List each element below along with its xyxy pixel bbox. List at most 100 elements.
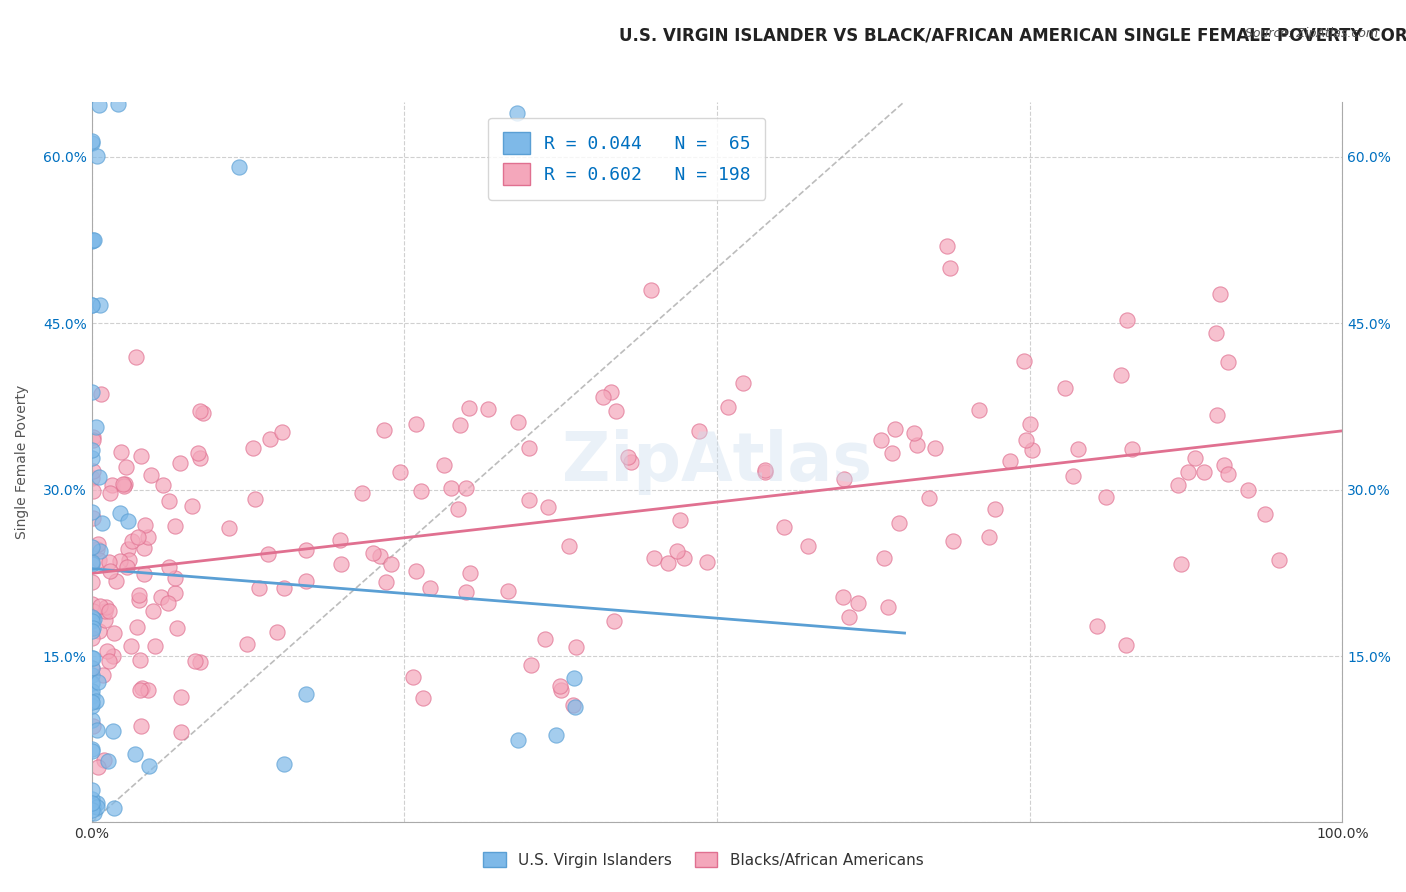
- Point: [1216, 467, 1239, 481]
- Point: [1206, 408, 1229, 422]
- Text: Source: ZipAtlas.com: Source: ZipAtlas.com: [1244, 27, 1378, 40]
- Point: [599, 385, 621, 400]
- Point: [152, 478, 174, 492]
- Point: [1015, 434, 1038, 448]
- Point: [1170, 557, 1192, 571]
- Point: [716, 400, 738, 414]
- Point: [80, 610, 103, 624]
- Point: [80, 661, 103, 675]
- Point: [1267, 553, 1289, 567]
- Point: [1177, 465, 1199, 479]
- Point: [80, 443, 103, 458]
- Point: [108, 554, 131, 568]
- Point: [96, 643, 118, 657]
- Point: [96, 755, 118, 769]
- Point: [544, 728, 567, 742]
- Point: [373, 423, 395, 437]
- Point: [838, 609, 860, 624]
- Point: [84, 420, 107, 434]
- Point: [998, 454, 1021, 468]
- Point: [558, 539, 581, 553]
- Point: [114, 476, 136, 491]
- Point: [388, 465, 411, 479]
- Point: [139, 467, 162, 482]
- Point: [754, 462, 776, 476]
- Point: [82, 698, 104, 713]
- Point: [91, 668, 114, 682]
- Point: [1167, 478, 1189, 492]
- Point: [134, 518, 156, 533]
- Point: [506, 106, 529, 120]
- Point: [86, 149, 108, 163]
- Point: [82, 694, 104, 708]
- Point: [295, 574, 318, 588]
- Point: [419, 581, 441, 595]
- Point: [967, 403, 990, 417]
- Point: [82, 506, 104, 520]
- Point: [131, 681, 153, 696]
- Point: [82, 430, 104, 444]
- Point: [832, 472, 855, 486]
- Point: [82, 511, 104, 525]
- Point: [89, 599, 111, 613]
- Point: [80, 744, 103, 758]
- Point: [1067, 442, 1090, 457]
- Point: [361, 547, 384, 561]
- Point: [80, 651, 103, 665]
- Point: [80, 450, 103, 465]
- Point: [163, 519, 186, 533]
- Point: [1085, 619, 1108, 633]
- Point: [89, 624, 111, 639]
- Point: [83, 805, 105, 820]
- Point: [517, 492, 540, 507]
- Point: [80, 136, 103, 150]
- Point: [121, 534, 143, 549]
- Point: [936, 238, 959, 252]
- Point: [136, 530, 159, 544]
- Point: [112, 478, 135, 492]
- Point: [80, 791, 103, 805]
- Point: [80, 597, 103, 611]
- Point: [832, 590, 855, 604]
- Point: [405, 565, 427, 579]
- Point: [143, 640, 166, 654]
- Point: [103, 801, 125, 815]
- Point: [80, 742, 103, 756]
- Point: [870, 433, 893, 447]
- Point: [273, 757, 295, 772]
- Point: [245, 492, 267, 507]
- Point: [86, 542, 108, 557]
- Point: [458, 401, 481, 416]
- Point: [1205, 326, 1227, 340]
- Point: [86, 796, 108, 810]
- Point: [101, 478, 124, 492]
- Point: [496, 584, 519, 599]
- Point: [887, 516, 910, 531]
- Point: [157, 493, 180, 508]
- Point: [80, 470, 103, 484]
- Point: [1012, 354, 1035, 368]
- Point: [329, 557, 352, 571]
- Point: [128, 652, 150, 666]
- Point: [643, 551, 665, 566]
- Point: [456, 482, 478, 496]
- Point: [80, 689, 103, 703]
- Point: [80, 384, 103, 399]
- Text: U.S. VIRGIN ISLANDER VS BLACK/AFRICAN AMERICAN SINGLE FEMALE POVERTY CORRELATION: U.S. VIRGIN ISLANDER VS BLACK/AFRICAN AM…: [619, 27, 1406, 45]
- Point: [108, 506, 131, 520]
- Point: [1184, 451, 1206, 466]
- Point: [117, 541, 139, 556]
- Point: [672, 551, 695, 566]
- Point: [134, 541, 156, 555]
- Point: [603, 615, 626, 629]
- Point: [565, 640, 588, 654]
- Point: [1216, 355, 1239, 369]
- Point: [110, 445, 132, 459]
- Point: [80, 684, 103, 698]
- Point: [97, 654, 120, 668]
- Point: [412, 691, 434, 706]
- Point: [93, 604, 115, 618]
- Point: [80, 803, 103, 817]
- Point: [294, 542, 316, 557]
- Point: [111, 477, 134, 491]
